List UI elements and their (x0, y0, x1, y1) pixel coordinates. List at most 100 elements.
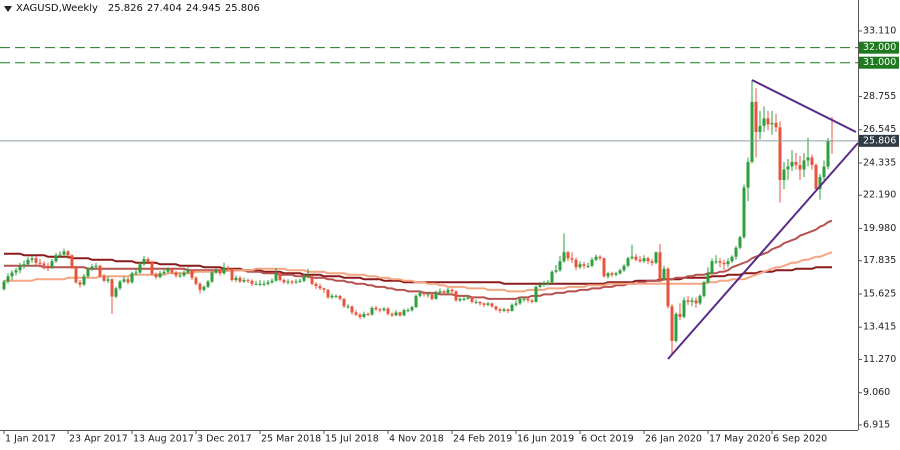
candle-body (726, 261, 730, 265)
current-price-label: 25.806 (863, 135, 896, 146)
candle-body (334, 295, 338, 297)
candle-body (170, 269, 174, 273)
low-value: 24.945 (185, 3, 221, 14)
candle-body (462, 298, 466, 300)
candle-body (178, 275, 182, 277)
candle-body (318, 286, 322, 289)
candle-body (42, 263, 46, 266)
candle-body (746, 161, 750, 188)
candle-body (514, 303, 518, 305)
x-tick-label: 24 Feb 2019 (453, 434, 512, 445)
candle-body (234, 277, 238, 281)
candle-body (626, 258, 630, 266)
y-tick-label: 11.270 (863, 354, 896, 365)
candle-body (26, 259, 30, 265)
candle-body (778, 127, 782, 181)
candle-body (106, 279, 110, 281)
candle-body (190, 269, 194, 278)
candle-body (618, 270, 622, 274)
candle-body (434, 292, 438, 299)
candle-body (442, 291, 446, 293)
candle-body (298, 280, 302, 282)
candle-body (50, 261, 54, 268)
candle-body (610, 273, 614, 275)
candle-body (430, 294, 434, 299)
x-tick-label: 26 Jan 2020 (645, 434, 702, 445)
candle-body (78, 282, 82, 285)
candle-body (246, 280, 250, 282)
candle-body (18, 265, 22, 271)
candle-body (210, 272, 214, 282)
candle-body (474, 301, 478, 303)
candle-body (506, 309, 510, 311)
candle-body (798, 164, 802, 170)
candle-body (526, 298, 530, 301)
y-tick-label: 24.335 (863, 157, 896, 168)
high-value: 27.404 (146, 3, 182, 14)
candle-body (290, 281, 294, 283)
candle-body (146, 258, 150, 263)
candle-body (766, 118, 770, 125)
level-label: 32.000 (863, 42, 896, 53)
candle-body (686, 300, 690, 302)
x-tick-label: 23 Apr 2017 (69, 434, 128, 445)
candle-body (674, 313, 678, 341)
level-label: 31.000 (863, 57, 896, 68)
chart-header: XAGUSD,Weekly 25.826 27.404 24.945 25.80… (4, 3, 260, 14)
candle-body (14, 270, 18, 273)
candle-body (698, 295, 702, 304)
x-tick-label: 6 Sep 2020 (773, 434, 827, 445)
candle-body (498, 309, 502, 311)
candle-body (622, 265, 626, 271)
candle-body (258, 283, 262, 285)
close-value: 25.806 (224, 3, 260, 14)
candle-body (742, 187, 746, 238)
candle-body (46, 265, 50, 268)
candle-body (422, 292, 426, 295)
candle-body (466, 297, 470, 299)
candle-body (130, 273, 134, 283)
candle-body (534, 286, 538, 302)
candle-body (10, 272, 14, 277)
menu-arrow[interactable] (4, 5, 12, 12)
candle-body (382, 308, 386, 311)
candle-body (814, 164, 818, 190)
candle-body (450, 289, 454, 292)
candle-body (734, 247, 738, 257)
candle-body (218, 270, 222, 274)
candle-body (330, 295, 334, 298)
candle-body (162, 271, 166, 274)
candle-body (310, 276, 314, 284)
candle-body (538, 284, 542, 287)
candle-body (110, 279, 114, 297)
candle-body (98, 265, 102, 277)
candle-body (722, 262, 726, 265)
candle-body (682, 300, 686, 317)
candle-body (806, 157, 810, 161)
candle-body (802, 160, 806, 170)
candle-body (306, 276, 310, 278)
x-tick-label: 4 Nov 2018 (389, 434, 444, 445)
candle-body (810, 157, 814, 165)
candle-body (182, 272, 186, 276)
candle-body (706, 273, 710, 283)
candle-body (818, 177, 822, 190)
candle-body (614, 273, 618, 275)
open-value: 25.826 (107, 3, 143, 14)
candle-body (758, 125, 762, 132)
y-tick-label: 15.625 (863, 288, 896, 299)
candle-body (66, 251, 70, 256)
candle-body (282, 280, 286, 283)
candle-body (2, 281, 6, 290)
candle-body (366, 313, 370, 315)
candle-body (770, 122, 774, 125)
candle-body (154, 274, 158, 278)
candle-body (166, 269, 170, 272)
candle-body (266, 282, 270, 284)
candle-body (126, 279, 130, 283)
candle-body (378, 309, 382, 311)
candle-body (750, 101, 754, 162)
symbol: XAGUSD,Weekly (16, 3, 98, 14)
